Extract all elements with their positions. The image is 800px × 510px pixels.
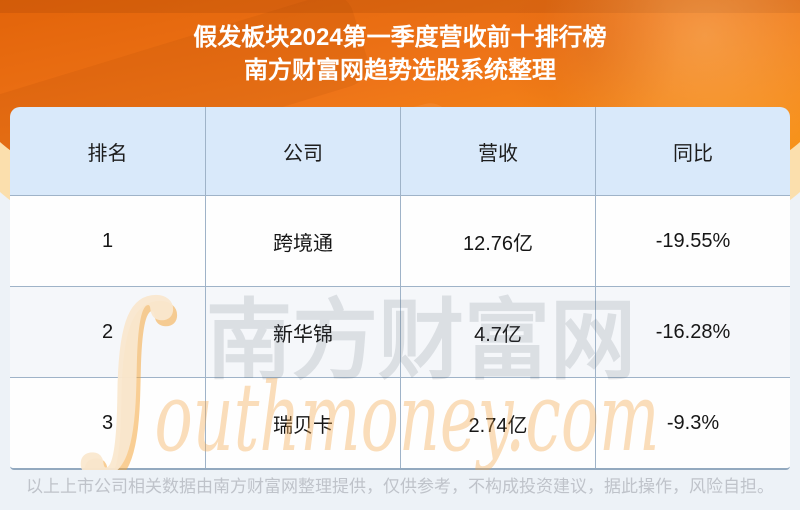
page-subtitle: 南方财富网趋势选股系统整理	[244, 57, 556, 84]
column-header-rank: 排名	[87, 142, 128, 165]
cell-company: 瑞贝卡	[205, 378, 400, 468]
column-header-company: 公司	[205, 107, 400, 195]
cell-company: 新华锦	[205, 287, 400, 377]
cell-revenue: 12.76亿	[400, 196, 595, 286]
cell-rank: 3	[101, 411, 114, 434]
page-title: 假发板块2024第一季度营收前十排行榜	[193, 24, 607, 51]
cell-yoy: -16.28%	[595, 287, 790, 377]
table-row: 3 瑞贝卡 2.74亿 -9.3%	[10, 377, 790, 468]
column-header-revenue: 营收	[400, 107, 595, 195]
cell-yoy: -9.3%	[595, 378, 790, 468]
disclaimer-text: 以上上市公司相关数据由南方财富网整理提供，仅供参考，不构成投资建议，据此操作，风…	[26, 477, 774, 496]
table-row: 2 新华锦 4.7亿 -16.28%	[10, 286, 790, 377]
cell-rank: 2	[101, 320, 114, 343]
cell-revenue: 4.7亿	[400, 287, 595, 377]
background-texture-strip	[0, 0, 800, 13]
cell-yoy: -19.55%	[595, 196, 790, 286]
column-header-yoy: 同比	[595, 107, 790, 195]
table-row: 1 跨境通 12.76亿 -19.55%	[10, 195, 790, 286]
ranking-table: 排名 公司 营收 同比 1 跨境通 12.76亿 -19.55% 2 新华锦 4…	[10, 107, 790, 470]
table-header-row: 排名 公司 营收 同比	[10, 107, 790, 195]
cell-revenue: 2.74亿	[400, 378, 595, 468]
cell-company: 跨境通	[205, 196, 400, 286]
cell-rank: 1	[101, 229, 114, 252]
title-block: 假发板块2024第一季度营收前十排行榜 南方财富网趋势选股系统整理	[0, 0, 800, 87]
